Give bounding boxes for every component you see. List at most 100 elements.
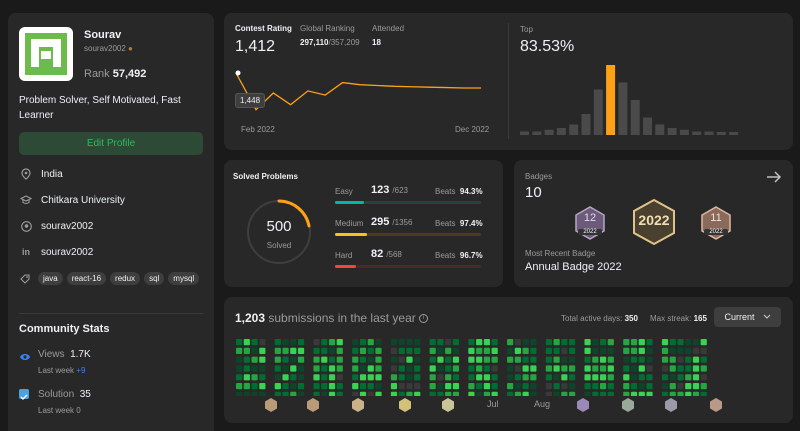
heatmap-cell <box>483 365 491 372</box>
top-histogram[interactable] <box>520 63 782 136</box>
heatmap-cell <box>483 356 491 363</box>
heatmap-cell <box>251 365 258 372</box>
heatmap-cell <box>677 365 684 372</box>
github-row[interactable]: sourav2002 <box>19 219 93 233</box>
heatmap-cell <box>677 383 684 390</box>
edit-profile-button[interactable]: Edit Profile <box>19 132 203 155</box>
easy-progress-fill <box>335 201 364 204</box>
badge-november[interactable]: 11 2022 <box>698 205 734 241</box>
skill-tag[interactable]: sql <box>144 272 165 285</box>
annual-badge-year: 2022 <box>638 212 670 228</box>
heatmap-cell <box>367 356 374 363</box>
skill-tag[interactable]: redux <box>110 272 141 285</box>
avatar-image <box>25 33 67 75</box>
heatmap-cell <box>553 374 560 381</box>
heatmap-cell <box>584 347 591 354</box>
linkedin-row[interactable]: in sourav2002 <box>19 245 93 259</box>
graduation-cap-icon <box>19 193 33 207</box>
rating-point <box>235 70 241 76</box>
arrow-right-icon[interactable] <box>766 170 782 189</box>
heatmap-cell <box>259 391 266 396</box>
heatmap-cell <box>429 383 436 390</box>
heatmap-cell <box>607 347 614 354</box>
heatmap-cell <box>669 383 676 390</box>
heatmap-cell <box>514 374 521 381</box>
heatmap-cell <box>545 365 552 372</box>
skill-tag[interactable]: mysql <box>168 272 200 285</box>
heatmap-cell <box>406 391 413 396</box>
heatmap-month-badges <box>265 398 722 412</box>
heatmap-cell <box>398 339 405 346</box>
heatmap-cell <box>406 383 413 390</box>
heatmap-cell <box>321 365 328 372</box>
heatmap-cell <box>545 391 552 396</box>
heatmap-cell <box>375 347 382 354</box>
heatmap-cell <box>661 383 669 390</box>
heatmap-cell <box>429 365 436 372</box>
heatmap-cell <box>390 365 398 372</box>
heatmap-cell <box>290 347 297 354</box>
heatmap-cell <box>406 356 413 363</box>
heatmap-cell <box>692 374 700 381</box>
heatmap-cell <box>669 339 676 346</box>
heatmap-cell <box>630 347 638 354</box>
medium-count: 295 /1356 <box>371 216 413 228</box>
badge-december-year: 2022 <box>578 229 602 235</box>
heatmap-cell <box>646 365 653 372</box>
attended-value: 18 <box>372 38 381 47</box>
heatmap-cell <box>514 347 521 354</box>
heatmap-cell <box>336 347 343 354</box>
heatmap-cell <box>491 356 498 363</box>
heatmap-cell <box>414 383 421 390</box>
submission-heatmap[interactable] <box>234 338 784 396</box>
skill-tag[interactable]: react-16 <box>66 272 107 285</box>
badge-december[interactable]: 12 2022 <box>572 205 608 241</box>
solved-progress-ring[interactable] <box>245 198 313 266</box>
heatmap-cell <box>274 383 281 390</box>
linkedin-link[interactable]: sourav2002 <box>41 246 94 258</box>
heatmap-cell <box>553 365 560 372</box>
heatmap-cell <box>568 383 576 390</box>
heatmap-cell <box>623 374 630 381</box>
heatmap-cell <box>476 356 483 363</box>
divider <box>508 23 509 139</box>
badge-annual-2022[interactable]: 2022 <box>630 198 678 246</box>
heatmap-cell <box>669 347 676 354</box>
heatmap-cell <box>592 347 599 354</box>
avatar[interactable] <box>19 27 73 81</box>
rating-line-chart[interactable] <box>234 68 504 123</box>
heatmap-cell <box>514 383 521 390</box>
badges-title: Badges <box>525 172 553 181</box>
heatmap-cell <box>282 365 289 372</box>
heatmap-cell <box>638 356 645 363</box>
github-link[interactable]: sourav2002 <box>41 220 94 232</box>
heatmap-cell <box>321 391 328 396</box>
skill-tag[interactable]: java <box>38 272 63 285</box>
histogram-bar <box>581 114 591 135</box>
heatmap-cell <box>561 347 568 354</box>
heatmap-cell <box>561 383 568 390</box>
heatmap-cell <box>685 374 692 381</box>
heatmap-cell <box>507 383 514 390</box>
views-last-week: Last week +9 <box>38 366 86 375</box>
heatmap-cell <box>661 365 669 372</box>
heatmap-cell <box>445 339 452 346</box>
histogram-bar <box>716 132 726 135</box>
heatmap-cell <box>514 339 521 346</box>
heatmap-cell <box>692 347 700 354</box>
histogram-bar <box>520 131 529 135</box>
heatmap-cell <box>359 365 367 372</box>
heatmap-cell <box>568 339 576 346</box>
heatmap-cell <box>607 374 614 381</box>
heatmap-cell <box>468 356 475 363</box>
heatmap-cell <box>491 374 498 381</box>
top-percent-value: 83.53% <box>520 38 575 55</box>
heatmap-cell <box>437 365 444 372</box>
heatmap-cell <box>328 383 336 390</box>
year-dropdown[interactable]: Current <box>714 307 781 327</box>
community-stats-title: Community Stats <box>19 323 110 335</box>
eye-icon <box>19 349 31 367</box>
verified-icon: ● <box>128 44 133 53</box>
heatmap-cell <box>313 383 320 390</box>
most-recent-badge-name[interactable]: Annual Badge 2022 <box>525 261 622 273</box>
